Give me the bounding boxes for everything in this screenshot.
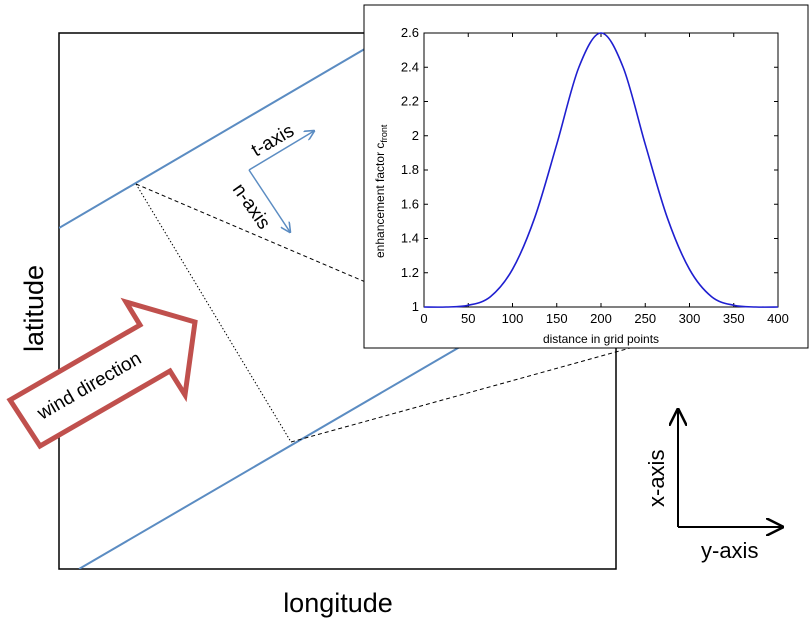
- longitude-label: longitude: [283, 588, 393, 618]
- t-axis-arrow: [248, 131, 314, 171]
- x-ticks: 0 50 100 150 200 250 300 350 400: [420, 33, 789, 326]
- y-tick-label: 2.4: [401, 59, 419, 74]
- x-tick-label: 350: [723, 311, 745, 326]
- inset-chart: 0 50 100 150 200 250 300 350 400 1 1.2 1.4 1.6 1.8 2 2…: [363, 4, 809, 349]
- x-tick-label: 400: [767, 311, 789, 326]
- n-axis-arrow: [248, 169, 290, 232]
- y-tick-label: 2: [412, 128, 419, 143]
- chart-ylabel-main: enhancement factor c: [373, 143, 387, 258]
- x-axis-label: x-axis: [644, 450, 669, 507]
- chart-xlabel: distance in grid points: [543, 332, 659, 346]
- y-tick-label: 1.2: [401, 265, 419, 280]
- n-axis-label: n-axis: [228, 180, 274, 234]
- front-line-upper: [59, 39, 381, 229]
- chart-ylabel: enhancement factor cfront: [373, 124, 389, 258]
- x-tick-label: 300: [679, 311, 701, 326]
- x-tick-label: 0: [420, 311, 427, 326]
- x-tick-label: 200: [590, 311, 612, 326]
- chart-ylabel-sub: front: [379, 124, 389, 143]
- enhancement-curve: [423, 32, 779, 308]
- latitude-label: latitude: [19, 265, 49, 352]
- front-line-lower: [78, 340, 471, 569]
- y-tick-label: 1.6: [401, 196, 419, 211]
- x-tick-label: 100: [502, 311, 524, 326]
- wind-direction-arrow: [6, 297, 198, 450]
- cross-section-line: [135, 183, 292, 443]
- y-tick-label: 1.8: [401, 162, 419, 177]
- y-ticks: 1 1.2 1.4 1.6 1.8 2 2.2 2.4 2.6: [401, 25, 778, 314]
- y-tick-label: 1: [412, 299, 419, 314]
- x-tick-label: 250: [634, 311, 656, 326]
- y-tick-label: 2.2: [401, 94, 419, 109]
- plot-area: [423, 32, 779, 308]
- x-tick-label: 150: [546, 311, 568, 326]
- y-tick-label: 1.4: [401, 231, 419, 246]
- y-tick-label: 2.6: [401, 25, 419, 40]
- x-tick-label: 50: [461, 311, 475, 326]
- y-axis-label: y-axis: [701, 538, 758, 563]
